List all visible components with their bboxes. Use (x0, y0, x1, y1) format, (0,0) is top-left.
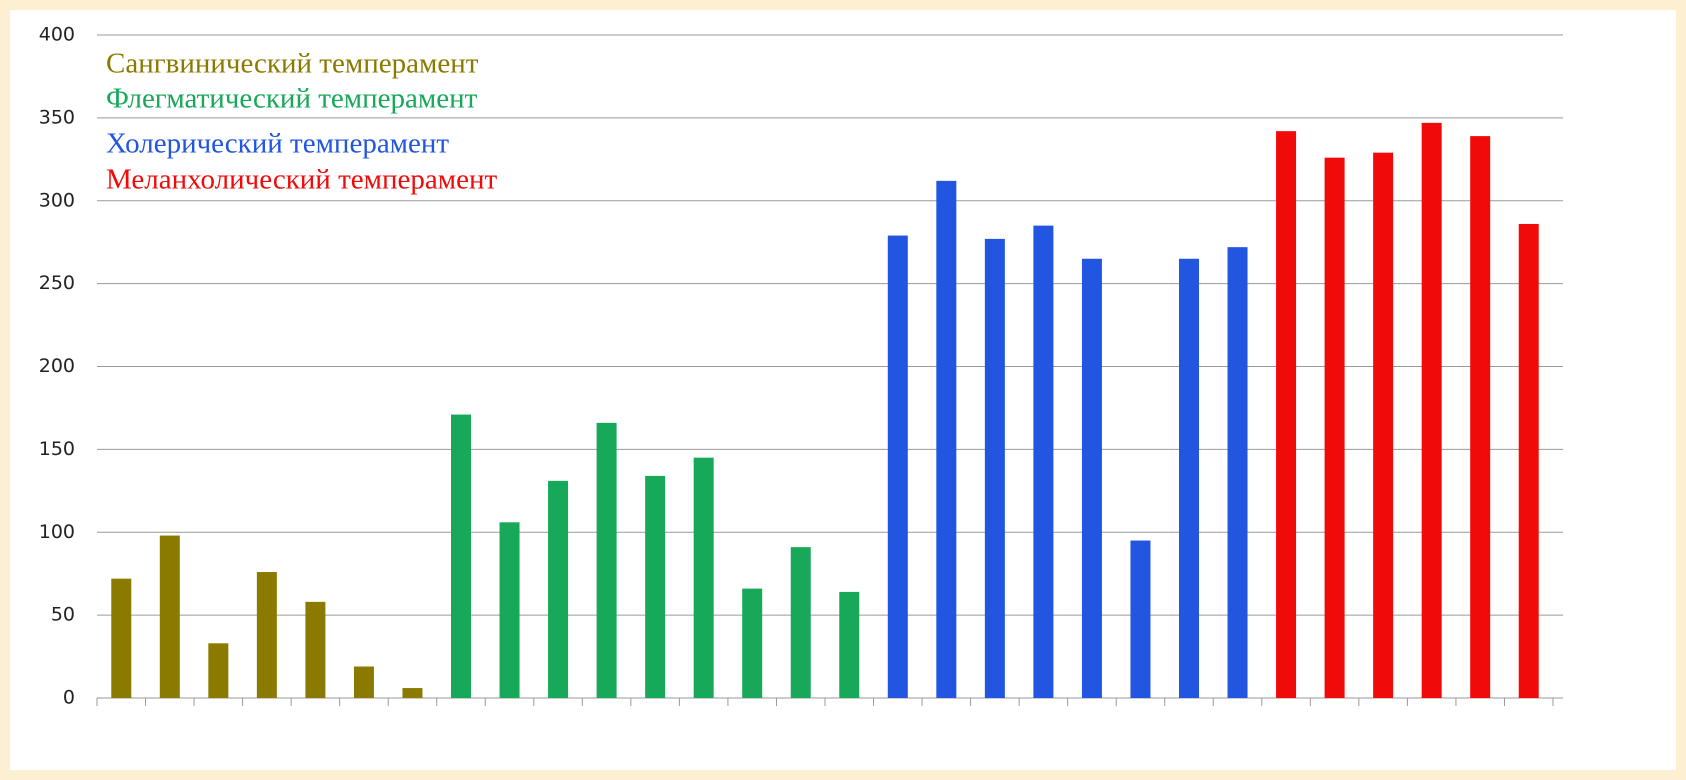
bar (887, 235, 908, 698)
bar (1470, 136, 1491, 699)
legend-entry: Флегматический темперамент (106, 83, 478, 115)
bar (1324, 157, 1345, 698)
bar (742, 588, 763, 698)
y-tick-label: 400 (39, 24, 75, 46)
bar (839, 591, 860, 698)
y-tick-label: 300 (39, 189, 75, 211)
bar (596, 422, 617, 698)
bar (984, 238, 1005, 698)
y-tick-label: 100 (39, 521, 75, 543)
legend-entry: Сангвинический темперамент (106, 48, 479, 80)
legend-entry: Холерический темперамент (106, 128, 449, 160)
bar (111, 578, 132, 698)
y-tick-label: 150 (39, 438, 75, 460)
y-tick-label: 250 (39, 272, 75, 294)
bar (790, 547, 811, 698)
bar (1033, 225, 1054, 699)
bar (936, 180, 957, 699)
bar (645, 475, 666, 698)
bar (208, 643, 229, 698)
legend-entry: Меланхолический темперамент (106, 164, 497, 196)
bar (499, 522, 520, 698)
bar (402, 688, 423, 698)
bar (1276, 131, 1297, 698)
bar (1179, 258, 1199, 698)
bar (1130, 540, 1151, 698)
y-tick-label: 0 (63, 687, 75, 709)
y-tick-label: 50 (51, 604, 75, 626)
bar (256, 572, 277, 698)
bar (305, 601, 326, 698)
bar (1518, 223, 1539, 698)
bar (1081, 258, 1102, 698)
y-tick-label: 200 (39, 355, 75, 377)
bar (548, 480, 569, 698)
bar (1373, 152, 1394, 698)
bar (1421, 122, 1442, 698)
bar (693, 457, 714, 698)
bar (1227, 247, 1248, 698)
bar (159, 535, 180, 698)
y-tick-label: 350 (39, 106, 75, 128)
bar (353, 666, 374, 698)
bar (451, 414, 471, 698)
